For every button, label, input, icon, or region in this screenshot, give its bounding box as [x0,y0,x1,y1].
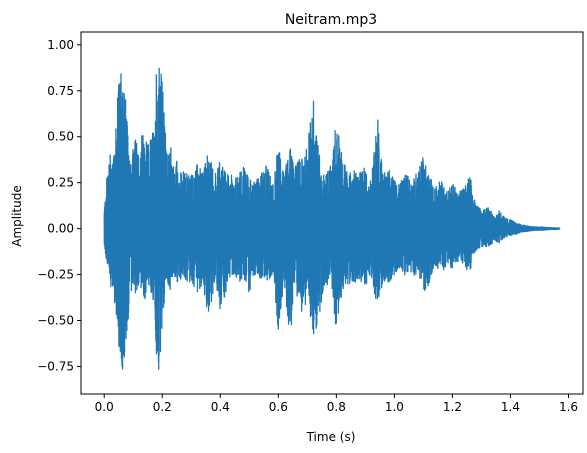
x-tick-label: 1.4 [501,400,520,414]
y-tick-label: 0.00 [47,222,74,236]
x-axis-label: Time (s) [306,430,356,444]
chart-title: Neitram.mp3 [285,12,377,28]
series-layer [103,67,561,370]
waveform-series-line [103,67,561,370]
x-tick-label: 0.6 [269,400,288,414]
x-tick-label: 1.6 [559,400,578,414]
y-tick-label: 0.50 [47,130,74,144]
plot-area [80,31,584,395]
x-tick-label: 0.4 [211,400,230,414]
x-tick-label: 0.8 [327,400,346,414]
x-axis: 0.0 0.2 0.4 0.6 0.8 1.0 1.2 1.4 1.6 [95,394,578,414]
y-tick-label: 1.00 [47,38,74,52]
y-tick-label: 0.75 [47,84,74,98]
y-tick-label: −0.25 [37,268,74,282]
y-tick-label: −0.50 [37,313,74,327]
x-tick-label: 1.0 [385,400,404,414]
x-tick-label: 0.0 [95,400,114,414]
y-axis-label: Amplitude [10,185,24,247]
plot-frame [80,31,584,395]
x-tick-label: 0.2 [153,400,172,414]
y-tick-label: −0.75 [37,359,74,373]
y-tick-label: 0.25 [47,176,74,190]
x-tick-label: 1.2 [443,400,462,414]
y-axis: −0.75 −0.50 −0.25 0.00 0.25 0.50 0.75 1.00 [37,38,81,373]
